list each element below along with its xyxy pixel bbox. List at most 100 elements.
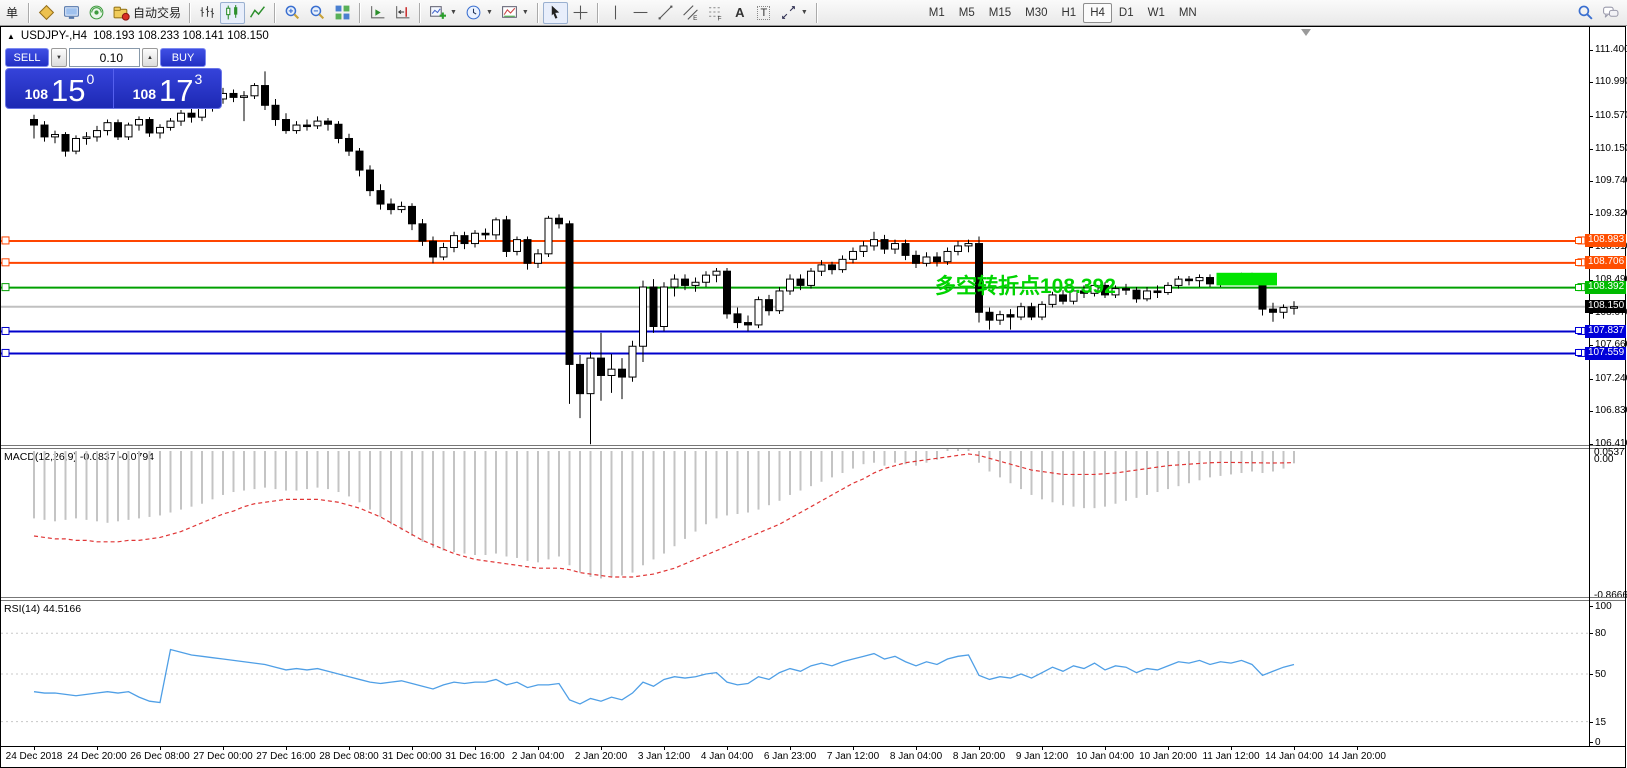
periods-button[interactable]: ▼ <box>461 2 497 24</box>
crosshair-icon[interactable] <box>568 2 593 24</box>
candle <box>1080 285 1088 299</box>
price-tick <box>1589 279 1593 281</box>
arrows-tool-icon[interactable]: ▼ <box>776 2 812 24</box>
highlight-rectangle[interactable] <box>1216 272 1278 286</box>
trendline-icon[interactable] <box>653 2 678 24</box>
sell-price-display[interactable]: 108 15 0 <box>6 69 113 108</box>
price-level-badge: 107.837 <box>1585 324 1626 338</box>
line-handle-left[interactable] <box>1 348 10 357</box>
new-chart-button[interactable]: ▼ <box>425 2 461 24</box>
line-handle-left[interactable] <box>1 283 10 292</box>
line-handle-left[interactable] <box>1 326 10 335</box>
candle <box>481 228 490 240</box>
chart-title: ▲ USDJPY-,H4 108.193 108.233 108.141 108… <box>7 30 269 42</box>
dropdown-caret-icon[interactable]: ▼ <box>450 9 457 16</box>
horizontal-line-icon[interactable] <box>628 2 653 24</box>
tile-windows-icon[interactable] <box>330 2 355 24</box>
line-chart-icon[interactable] <box>245 2 270 24</box>
dropdown-caret-icon[interactable]: ▼ <box>521 9 529 16</box>
time-tick <box>1042 746 1043 750</box>
line-handle-axis[interactable] <box>1575 283 1582 291</box>
auto-scroll-icon[interactable] <box>365 2 390 24</box>
macd-axis-zero: 0.00 <box>1594 454 1614 465</box>
price-tick <box>1589 115 1593 117</box>
candle <box>712 268 721 283</box>
candle <box>114 119 122 141</box>
candle <box>912 250 920 269</box>
timeframe-m5[interactable]: M5 <box>958 6 975 19</box>
rsi-splitter[interactable] <box>1 597 1625 601</box>
time-tick-label: 24 Dec 20:00 <box>67 751 127 762</box>
candle <box>943 247 952 265</box>
volume-down-button[interactable]: ▼ <box>51 48 67 67</box>
timeframe-mn[interactable]: MN <box>1178 6 1197 19</box>
sell-button[interactable]: SELL <box>5 48 49 67</box>
line-handle-axis[interactable] <box>1575 327 1582 335</box>
dropdown-caret-icon[interactable]: ▼ <box>485 9 493 16</box>
cursor-icon[interactable] <box>542 1 568 24</box>
buy-button[interactable]: BUY <box>160 48 206 67</box>
equidistant-channel-icon[interactable]: E <box>678 2 703 24</box>
candle <box>849 247 857 264</box>
text-tool-icon[interactable]: A <box>728 2 752 24</box>
time-tick <box>790 746 791 750</box>
timeframe-m15[interactable]: M15 <box>988 6 1012 19</box>
candle <box>649 279 658 333</box>
macd-splitter[interactable] <box>1 445 1625 449</box>
fibonacci-icon[interactable]: F <box>703 2 728 24</box>
timeframe-m1[interactable]: M1 <box>928 6 945 19</box>
candlestick-chart-icon[interactable] <box>220 1 246 24</box>
zoom-out-icon[interactable] <box>305 2 330 24</box>
dropdown-caret-icon[interactable]: ▼ <box>800 9 808 16</box>
volume-input[interactable] <box>69 48 140 67</box>
line-handle-axis[interactable] <box>1575 349 1582 357</box>
new-order-button[interactable]: 单 <box>0 2 24 24</box>
candle <box>82 132 91 145</box>
macd-indicator-svg[interactable] <box>1 449 1589 597</box>
candle <box>1153 285 1162 299</box>
price-tick <box>1589 313 1593 315</box>
signals-icon[interactable] <box>84 2 109 24</box>
candle <box>334 121 343 144</box>
search-icon[interactable] <box>1573 2 1598 24</box>
metaeditor-icon[interactable] <box>34 2 59 24</box>
candle <box>880 234 889 254</box>
zoom-in-icon[interactable] <box>280 2 305 24</box>
line-handle-left[interactable] <box>1 236 10 245</box>
sell-price-pips: 15 <box>51 73 86 108</box>
rsi-indicator-svg[interactable] <box>1 601 1589 746</box>
volume-up-button[interactable]: ▲ <box>142 48 158 67</box>
chart-window-icon[interactable] <box>59 2 84 24</box>
autotrading-button[interactable]: 自动交易 <box>109 2 185 24</box>
timeframe-w1[interactable]: W1 <box>1147 6 1165 19</box>
toolbar-separator <box>815 2 818 23</box>
time-tick-label: 14 Jan 20:00 <box>1328 751 1386 762</box>
line-handle-axis[interactable] <box>1575 236 1582 244</box>
price-chart-svg[interactable] <box>1 27 1589 446</box>
chart-shift-marker-icon[interactable] <box>1301 29 1311 36</box>
timeframe-m30[interactable]: M30 <box>1025 6 1048 19</box>
line-handle-axis[interactable] <box>1575 258 1582 266</box>
price-tick-label: 111.400 <box>1595 44 1627 55</box>
time-tick-label: 8 Jan 20:00 <box>952 751 1006 762</box>
candle <box>492 217 500 240</box>
label-tool-icon-glyph: T <box>757 5 771 20</box>
vertical-line-icon[interactable] <box>603 2 628 24</box>
timeframe-h4[interactable]: H4 <box>1083 2 1112 23</box>
candle <box>471 230 479 248</box>
candle <box>828 261 836 275</box>
chart-shift-icon[interactable] <box>390 2 415 24</box>
collapse-panel-icon[interactable]: ▲ <box>7 31 15 41</box>
bar-chart-icon[interactable] <box>195 2 220 24</box>
time-tick-label: 27 Dec 16:00 <box>256 751 316 762</box>
new-order-button-glyph: 单 <box>5 6 18 20</box>
templates-button[interactable]: ▼ <box>497 2 533 24</box>
buy-price-display[interactable]: 108 17 3 <box>114 69 221 108</box>
timeframe-d1[interactable]: D1 <box>1118 6 1134 19</box>
line-handle-left[interactable] <box>1 258 10 267</box>
time-tick <box>223 746 224 750</box>
chat-icon[interactable] <box>1598 2 1623 24</box>
timeframe-h1[interactable]: H1 <box>1061 6 1077 19</box>
candle <box>628 340 637 382</box>
label-tool-icon[interactable]: T <box>752 2 776 24</box>
